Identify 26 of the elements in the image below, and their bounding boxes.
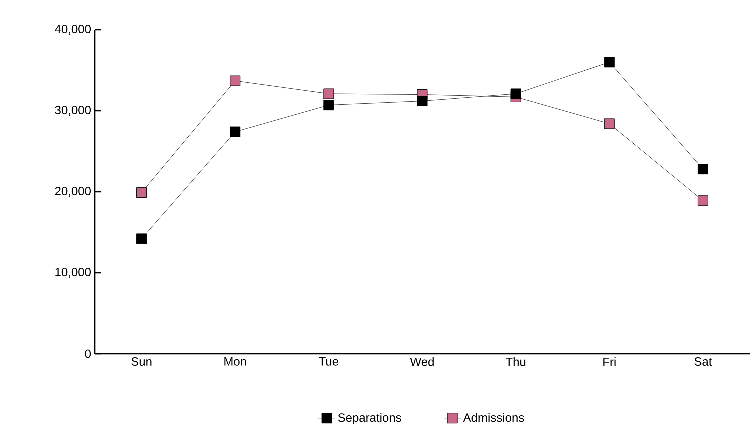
- x-tick-label: Thu: [506, 358, 526, 366]
- point: [417, 96, 428, 107]
- point: [604, 118, 615, 130]
- x-tick-label: Fri: [604, 358, 616, 366]
- point: [136, 234, 148, 244]
- point: [604, 57, 615, 68]
- x-tick-label: Mon: [224, 358, 246, 366]
- y-tick-label: 40,000: [55, 25, 92, 35]
- legend-label: Separations: [338, 413, 402, 424]
- y-tick-label: 10,000: [56, 268, 92, 278]
- point: [230, 126, 241, 138]
- y-tick-label: 30,000: [55, 106, 92, 116]
- y-tick-label: 0: [85, 350, 92, 358]
- point: [698, 196, 708, 206]
- x-tick-label: Wed: [410, 358, 434, 366]
- legend-label: Admissions: [463, 413, 524, 422]
- x-tick-label: Sun: [132, 358, 152, 366]
- point: [230, 76, 241, 86]
- y-tick-label: 20,000: [55, 187, 92, 197]
- x-tick-label: Tue: [319, 358, 339, 366]
- point: [324, 88, 334, 100]
- point: [698, 164, 708, 175]
- point: [136, 188, 148, 198]
- point: [510, 88, 522, 100]
- x-tick-label: Sat: [694, 358, 712, 366]
- point: [324, 100, 334, 111]
